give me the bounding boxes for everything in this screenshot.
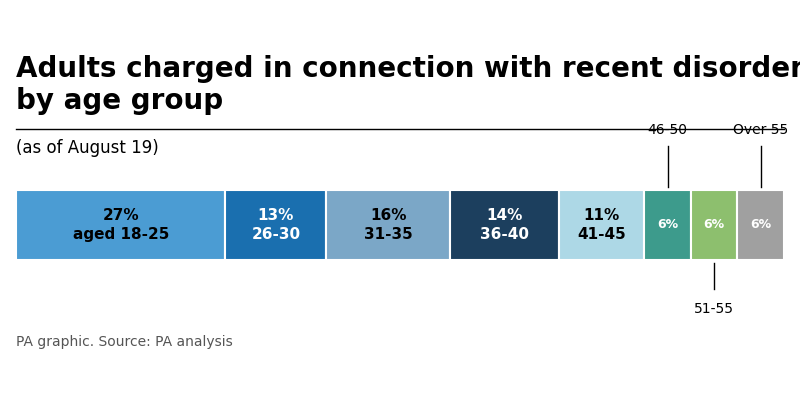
Text: 13%
26-30: 13% 26-30 (251, 208, 301, 242)
FancyBboxPatch shape (226, 190, 326, 259)
FancyBboxPatch shape (644, 190, 691, 259)
Text: 6%: 6% (704, 219, 725, 231)
Text: 27%
aged 18-25: 27% aged 18-25 (73, 208, 169, 242)
Text: PA graphic. Source: PA analysis: PA graphic. Source: PA analysis (16, 336, 233, 349)
FancyBboxPatch shape (738, 190, 784, 259)
Text: 16%
31-35: 16% 31-35 (364, 208, 413, 242)
Text: (as of August 19): (as of August 19) (16, 139, 158, 157)
Text: Adults charged in connection with recent disorder,
by age group: Adults charged in connection with recent… (16, 55, 800, 115)
FancyBboxPatch shape (559, 190, 644, 259)
FancyBboxPatch shape (16, 190, 226, 259)
Text: Over 55: Over 55 (733, 123, 788, 138)
Text: 51-55: 51-55 (694, 303, 734, 316)
FancyBboxPatch shape (450, 190, 559, 259)
Text: 6%: 6% (750, 219, 771, 231)
Text: 11%
41-45: 11% 41-45 (578, 208, 626, 242)
Text: 14%
36-40: 14% 36-40 (480, 208, 530, 242)
FancyBboxPatch shape (691, 190, 738, 259)
FancyBboxPatch shape (326, 190, 450, 259)
Text: 6%: 6% (657, 219, 678, 231)
Text: 46-50: 46-50 (648, 123, 688, 138)
